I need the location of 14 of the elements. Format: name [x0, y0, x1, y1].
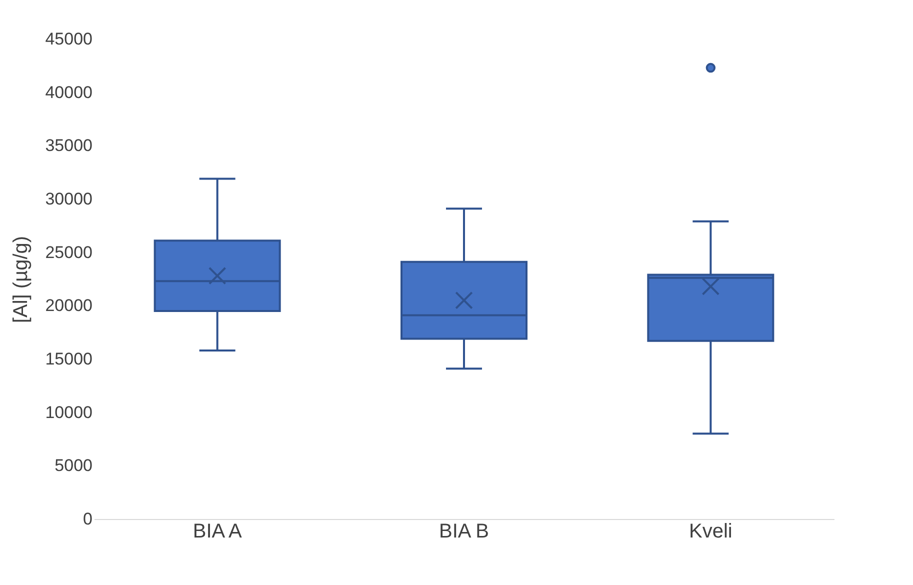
y-tick-label: 0 [83, 510, 92, 528]
y-tick-label: 40000 [45, 82, 92, 102]
y-axis-title: [Al] (µg/g) [10, 236, 32, 324]
y-tick-label: 45000 [45, 30, 92, 48]
y-tick-label: 25000 [45, 242, 92, 262]
x-tick-label: BIA A [192, 520, 242, 542]
y-tick-label: 35000 [45, 136, 92, 156]
y-tick-label: 20000 [45, 296, 92, 316]
y-tick-label: 5000 [54, 456, 92, 476]
y-tick-label: 15000 [45, 350, 92, 368]
x-tick-label: Kveli [688, 520, 732, 542]
y-tick-label: 10000 [45, 402, 92, 422]
x-tick-label: BIA B [438, 520, 490, 542]
y-tick-label: 30000 [45, 190, 92, 208]
